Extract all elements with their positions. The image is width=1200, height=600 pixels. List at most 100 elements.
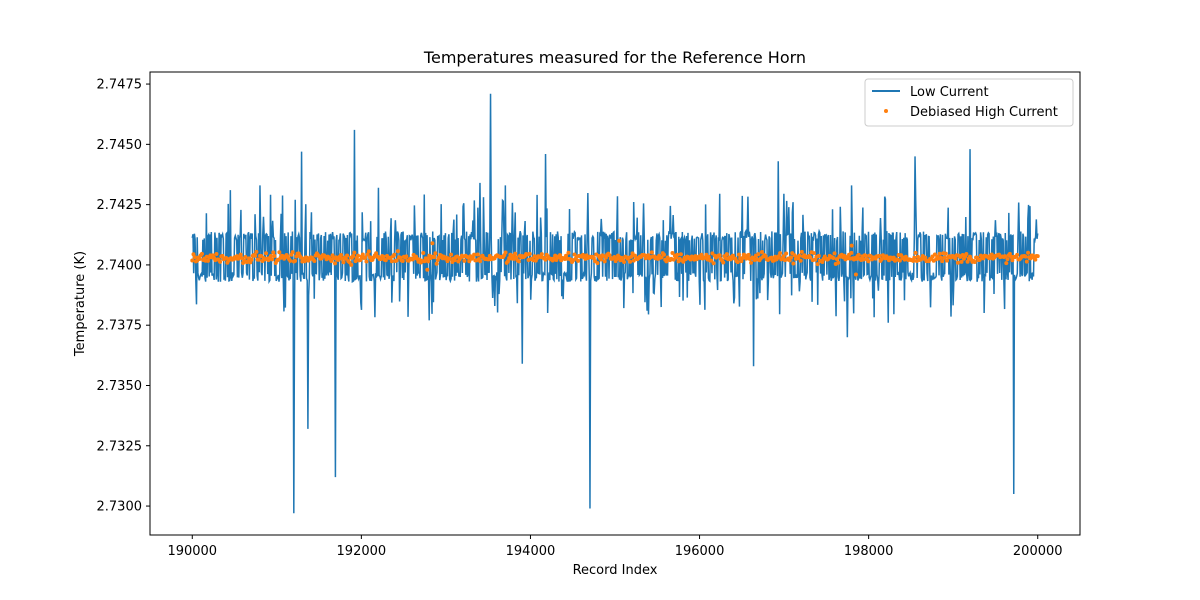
- scatter-point: [699, 252, 704, 257]
- scatter-point: [336, 257, 341, 262]
- scatter-point: [434, 261, 439, 266]
- scatter-point: [272, 254, 277, 259]
- scatter-point: [475, 252, 480, 257]
- scatter-point: [791, 261, 796, 266]
- scatter-point: [763, 254, 768, 259]
- scatter-point: [913, 250, 918, 255]
- y-axis-label: Temperature (K): [73, 251, 88, 357]
- scatter-point: [661, 252, 666, 257]
- legend-label-low-current: Low Current: [910, 85, 989, 100]
- scatter-point: [942, 255, 947, 260]
- scatter-point: [955, 260, 960, 265]
- scatter-point: [365, 252, 370, 257]
- scatter-point: [736, 252, 741, 257]
- scatter-point: [271, 250, 276, 255]
- y-tick-label: 2.7375: [97, 319, 143, 334]
- scatter-point: [681, 259, 686, 264]
- scatter-point: [622, 259, 627, 264]
- scatter-point: [617, 238, 622, 243]
- scatter-point: [472, 252, 477, 257]
- scatter-point: [514, 255, 519, 260]
- scatter-point: [849, 243, 854, 248]
- scatter-point: [863, 253, 868, 258]
- scatter-point: [352, 250, 357, 255]
- scatter-point: [238, 252, 243, 257]
- scatter-point: [389, 259, 394, 264]
- scatter-point: [849, 250, 854, 255]
- scatter-point: [339, 252, 344, 257]
- legend: Low Current Debiased High Current: [864, 78, 1074, 127]
- scatter-point: [602, 259, 607, 264]
- scatter-point: [831, 255, 836, 260]
- x-axis-label: Record Index: [573, 563, 658, 578]
- scatter-point: [631, 258, 636, 263]
- scatter-point: [394, 258, 399, 263]
- axes-frame: [149, 71, 1081, 536]
- scatter-point: [836, 260, 841, 265]
- scatter-point: [856, 252, 861, 257]
- y-axis-ticks: 2.7300 2.7325 2.7350 2.7375 2.7400 2.7425 2.74…: [97, 78, 150, 515]
- scatter-point: [989, 252, 994, 257]
- scatter-point: [915, 254, 920, 259]
- scatter-point: [721, 260, 726, 265]
- scatter-point: [943, 251, 948, 256]
- scatter-point: [977, 257, 982, 262]
- scatter-point: [798, 258, 803, 263]
- scatter-point: [1035, 254, 1040, 259]
- scatter-point: [447, 256, 452, 261]
- scatter-point: [911, 258, 916, 263]
- scatter-point: [628, 259, 633, 264]
- scatter-point: [190, 258, 195, 263]
- x-axis-ticks: 190000 192000 194000 196000 198000 200000: [167, 535, 1063, 559]
- scatter-point: [254, 249, 259, 254]
- scatter-point: [706, 254, 711, 259]
- scatter-point: [659, 255, 664, 260]
- scatter-point: [769, 255, 774, 260]
- scatter-point: [381, 254, 386, 259]
- scatter-point: [341, 260, 346, 265]
- scatter-point: [277, 250, 282, 255]
- scatter-point: [576, 258, 581, 263]
- scatter-point: [256, 257, 261, 262]
- scatter-point: [264, 251, 269, 256]
- scatter-point: [965, 259, 970, 264]
- scatter-point: [797, 253, 802, 258]
- scatter-point: [816, 253, 821, 258]
- scatter-point: [820, 260, 825, 264]
- x-tick-label: 190000: [167, 544, 217, 559]
- scatter-point: [293, 258, 298, 263]
- scatter-point: [1005, 257, 1010, 262]
- scatter-point: [360, 252, 365, 257]
- scatter-point: [678, 252, 683, 257]
- scatter-point: [358, 258, 363, 263]
- scatter-point: [787, 258, 792, 263]
- y-tick-label: 2.7425: [97, 198, 143, 213]
- scatter-point: [351, 254, 356, 259]
- scatter-point: [811, 251, 816, 256]
- scatter-point: [400, 258, 405, 263]
- scatter-point: [355, 253, 360, 258]
- scatter-point: [557, 253, 562, 258]
- scatter-point: [302, 259, 307, 264]
- scatter-point: [566, 250, 571, 255]
- scatter-point: [759, 249, 764, 254]
- scatter-point: [740, 256, 745, 261]
- scatter-point: [364, 259, 369, 264]
- legend-label-debiased-high-current: Debiased High Current: [910, 105, 1058, 120]
- scatter-point: [366, 249, 371, 254]
- scatter-point: [421, 250, 426, 255]
- series-debiased-high-current-points: [190, 238, 1040, 277]
- scatter-point: [432, 255, 437, 260]
- scatter-point: [717, 253, 722, 258]
- scatter-point: [467, 259, 472, 264]
- scatter-point: [430, 241, 435, 246]
- chart-title: Temperatures measured for the Reference …: [423, 48, 806, 67]
- scatter-point: [224, 255, 229, 260]
- scatter-point: [853, 272, 858, 277]
- scatter-point: [1033, 257, 1038, 262]
- scatter-point: [527, 251, 532, 256]
- scatter-point: [392, 252, 397, 257]
- scatter-point: [404, 254, 409, 259]
- scatter-point: [866, 259, 871, 264]
